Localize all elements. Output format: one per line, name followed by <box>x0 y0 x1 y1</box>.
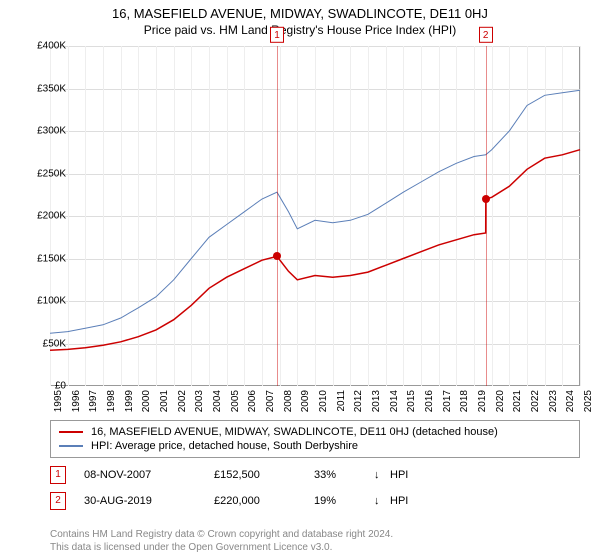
series-price_paid <box>50 150 580 351</box>
x-tick-label: 2009 <box>300 390 311 412</box>
legend-swatch <box>59 431 83 433</box>
x-tick-label: 2015 <box>406 390 417 412</box>
x-tick-label: 2019 <box>477 390 488 412</box>
x-tick-label: 2021 <box>512 390 523 412</box>
x-tick-label: 2006 <box>247 390 258 412</box>
series-hpi <box>50 90 580 333</box>
y-tick-label: £250K <box>37 168 66 179</box>
x-tick-label: 2007 <box>265 390 276 412</box>
y-tick-label: £300K <box>37 126 66 137</box>
transaction-price: £152,500 <box>214 469 314 481</box>
y-tick-label: £200K <box>37 211 66 222</box>
x-tick-label: 1997 <box>88 390 99 412</box>
y-tick-label: £350K <box>37 83 66 94</box>
down-arrow-icon: ↓ <box>374 469 390 481</box>
footer-line: Contains HM Land Registry data © Crown c… <box>50 528 393 541</box>
x-tick-label: 2002 <box>177 390 188 412</box>
y-tick-label: £100K <box>37 296 66 307</box>
marker-badge: 2 <box>479 27 493 43</box>
legend-label: HPI: Average price, detached house, Sout… <box>91 440 358 452</box>
legend-label: 16, MASEFIELD AVENUE, MIDWAY, SWADLINCOT… <box>91 426 498 438</box>
x-tick-label: 2014 <box>389 390 400 412</box>
x-tick-label: 1999 <box>124 390 135 412</box>
x-tick-label: 2022 <box>530 390 541 412</box>
x-tick-label: 2000 <box>141 390 152 412</box>
x-tick-label: 2004 <box>212 390 223 412</box>
x-tick-label: 2016 <box>424 390 435 412</box>
chart-container: 16, MASEFIELD AVENUE, MIDWAY, SWADLINCOT… <box>0 0 600 560</box>
x-tick-label: 1996 <box>71 390 82 412</box>
x-tick-label: 2023 <box>548 390 559 412</box>
x-tick-label: 1998 <box>106 390 117 412</box>
y-tick-label: £50K <box>43 338 66 349</box>
legend-row: 16, MASEFIELD AVENUE, MIDWAY, SWADLINCOT… <box>59 425 571 439</box>
x-tick-label: 2010 <box>318 390 329 412</box>
x-tick-label: 2018 <box>459 390 470 412</box>
down-arrow-icon: ↓ <box>374 495 390 507</box>
x-tick-label: 2024 <box>565 390 576 412</box>
marker-dot <box>482 195 490 203</box>
transaction-row: 2 30-AUG-2019 £220,000 19% ↓ HPI <box>50 488 580 514</box>
transaction-hpi: HPI <box>390 469 408 481</box>
transaction-pct: 33% <box>314 469 374 481</box>
y-tick-label: £150K <box>37 253 66 264</box>
transaction-date: 30-AUG-2019 <box>84 495 214 507</box>
y-tick-label: £400K <box>37 41 66 52</box>
x-tick-label: 2005 <box>230 390 241 412</box>
footer-attribution: Contains HM Land Registry data © Crown c… <box>50 528 393 554</box>
x-tick-label: 1995 <box>53 390 64 412</box>
transactions-table: 1 08-NOV-2007 £152,500 33% ↓ HPI 2 30-AU… <box>50 462 580 514</box>
x-tick-label: 2025 <box>583 390 594 412</box>
transaction-badge: 1 <box>50 466 66 484</box>
legend-swatch <box>59 445 83 447</box>
x-tick-label: 2017 <box>442 390 453 412</box>
x-tick-label: 2008 <box>283 390 294 412</box>
series-lines <box>50 46 580 386</box>
transaction-pct: 19% <box>314 495 374 507</box>
marker-dot <box>273 252 281 260</box>
x-tick-label: 2001 <box>159 390 170 412</box>
x-tick-label: 2012 <box>353 390 364 412</box>
chart-area: 12 <box>50 46 580 386</box>
marker-badge: 1 <box>270 27 284 43</box>
x-tick-label: 2003 <box>194 390 205 412</box>
page-subtitle: Price paid vs. HM Land Registry's House … <box>0 21 600 37</box>
transaction-badge: 2 <box>50 492 66 510</box>
page-title: 16, MASEFIELD AVENUE, MIDWAY, SWADLINCOT… <box>0 0 600 21</box>
transaction-row: 1 08-NOV-2007 £152,500 33% ↓ HPI <box>50 462 580 488</box>
x-tick-label: 2020 <box>495 390 506 412</box>
x-tick-label: 2011 <box>336 390 347 412</box>
x-tick-label: 2013 <box>371 390 382 412</box>
transaction-price: £220,000 <box>214 495 314 507</box>
transaction-hpi: HPI <box>390 495 408 507</box>
legend-box: 16, MASEFIELD AVENUE, MIDWAY, SWADLINCOT… <box>50 420 580 458</box>
legend-row: HPI: Average price, detached house, Sout… <box>59 439 571 453</box>
transaction-date: 08-NOV-2007 <box>84 469 214 481</box>
footer-line: This data is licensed under the Open Gov… <box>50 541 393 554</box>
